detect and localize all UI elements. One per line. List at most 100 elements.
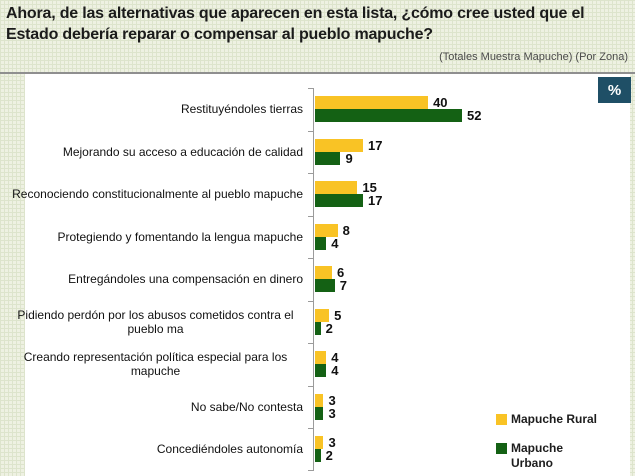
chart-row: Reconociendo constitucionalmente al pueb… xyxy=(8,173,630,216)
bar-rural xyxy=(315,436,324,450)
bar-line-rural: 4 xyxy=(315,350,339,366)
category-label: Pidiendo perdón por los abusos cometidos… xyxy=(17,307,294,336)
bar-urbano xyxy=(315,109,462,123)
value-label-urbano: 2 xyxy=(325,320,333,336)
value-label-rural: 8 xyxy=(342,222,350,238)
chart-row: Restituyéndoles tierras 40 52 xyxy=(8,88,630,131)
bar-line-rural: 3 xyxy=(315,435,336,451)
category-label-cell: Creando representación política especial… xyxy=(8,350,313,378)
chart-row: Entregándoles una compensación en dinero… xyxy=(8,258,630,301)
bar-rural xyxy=(315,266,332,280)
axis-tick xyxy=(308,130,313,132)
bar-group: 15 17 xyxy=(313,181,383,209)
bar-rural xyxy=(315,308,330,322)
value-label-urbano: 4 xyxy=(331,363,339,379)
category-label-cell: Pidiendo perdón por los abusos cometidos… xyxy=(8,308,313,336)
category-label: Creando representación política especial… xyxy=(23,350,288,379)
bar-urbano xyxy=(315,406,324,420)
chart-row: Mejorando su acceso a educación de calid… xyxy=(8,130,630,174)
legend-swatch xyxy=(496,414,507,425)
bar-line-urbano: 3 xyxy=(315,405,336,421)
category-label: Mejorando su acceso a educación de calid… xyxy=(62,144,303,159)
bar-urbano xyxy=(315,364,327,378)
category-label: Entregándoles una compensación en dinero xyxy=(68,272,303,287)
bar-line-urbano: 7 xyxy=(315,278,348,294)
axis-tick xyxy=(308,88,313,89)
category-axis-line xyxy=(313,88,314,471)
value-label-urbano: 7 xyxy=(339,278,348,294)
bar-rural xyxy=(315,96,429,110)
bar-line-rural: 8 xyxy=(315,222,350,238)
bar-urbano xyxy=(315,194,364,208)
value-label-rural: 3 xyxy=(328,392,336,408)
bar-rural xyxy=(315,181,358,195)
legend-label: Mapuche Urbano xyxy=(511,441,564,470)
value-label-rural: 17 xyxy=(368,137,383,153)
category-label: No sabe/No contesta xyxy=(190,399,303,414)
bar-group: 5 2 xyxy=(313,308,341,336)
bar-line-rural: 6 xyxy=(315,265,347,281)
bar-line-rural: 3 xyxy=(315,392,336,408)
bar-line-urbano: 2 xyxy=(315,448,336,464)
header-divider xyxy=(0,72,635,74)
value-label-urbano: 4 xyxy=(331,235,339,251)
category-label: Restituyéndoles tierras xyxy=(180,102,303,117)
legend-label: Mapuche Rural xyxy=(511,412,598,426)
chart-row: Creando representación política especial… xyxy=(8,343,630,386)
bar-line-rural: 40 xyxy=(315,95,481,111)
bar-rural xyxy=(315,393,324,407)
bar-rural xyxy=(315,351,327,365)
axis-tick xyxy=(308,215,313,217)
axis-end-tick xyxy=(308,470,313,471)
axis-tick xyxy=(308,343,313,344)
bar-urbano xyxy=(315,321,321,335)
category-label-cell: Mejorando su acceso a educación de calid… xyxy=(8,145,313,159)
legend-item: Mapuche Rural xyxy=(496,412,599,427)
legend-swatch xyxy=(496,443,507,454)
value-label-rural: 3 xyxy=(328,435,336,451)
value-label-rural: 40 xyxy=(433,95,448,111)
category-label-cell: Reconociendo constitucionalmente al pueb… xyxy=(8,187,313,201)
bar-line-urbano: 9 xyxy=(315,150,383,166)
percent-badge: % xyxy=(598,77,631,103)
bar-line-urbano: 4 xyxy=(315,235,350,251)
value-label-rural: 4 xyxy=(331,350,339,366)
bar-group: 17 9 xyxy=(313,137,383,166)
axis-tick xyxy=(308,428,313,429)
value-label-urbano: 52 xyxy=(467,108,482,124)
bar-line-urbano: 52 xyxy=(315,108,482,124)
bar-line-rural: 5 xyxy=(315,308,341,322)
category-label: Protegiendo y fomentando la lengua mapuc… xyxy=(57,229,303,244)
bar-line-urbano: 4 xyxy=(315,363,339,379)
value-label-urbano: 2 xyxy=(325,448,333,464)
bar-urbano xyxy=(315,449,321,463)
value-label-urbano: 17 xyxy=(368,193,383,209)
axis-tick xyxy=(308,258,313,259)
bar-group: 3 2 xyxy=(313,435,336,464)
category-label: Concediéndoles autonomía xyxy=(156,442,303,457)
axis-tick xyxy=(308,300,313,302)
bar-line-urbano: 17 xyxy=(315,193,383,209)
bar-line-rural: 15 xyxy=(315,181,383,195)
bar-urbano xyxy=(315,151,341,165)
bar-group: 4 4 xyxy=(313,350,339,379)
chart-row: Protegiendo y fomentando la lengua mapuc… xyxy=(8,215,630,259)
category-label-cell: Concediéndoles autonomía xyxy=(8,442,313,456)
bar-urbano xyxy=(315,236,327,250)
category-label-cell: Restituyéndoles tierras xyxy=(8,102,313,116)
value-label-urbano: 9 xyxy=(345,150,353,166)
category-label-cell: No sabe/No contesta xyxy=(8,400,313,414)
category-label-cell: Protegiendo y fomentando la lengua mapuc… xyxy=(8,230,313,244)
bar-chart: Restituyéndoles tierras 40 52 Mejorando … xyxy=(8,88,630,471)
bar-rural xyxy=(315,138,364,152)
bar-rural xyxy=(315,223,338,237)
value-label-rural: 6 xyxy=(336,265,345,281)
bar-line-urbano: 2 xyxy=(315,320,341,336)
category-label: Reconociendo constitucionalmente al pueb… xyxy=(12,187,303,202)
bar-urbano xyxy=(315,279,335,293)
chart-row: No sabe/No contesta 3 3 xyxy=(8,385,630,429)
value-label-urbano: 3 xyxy=(328,405,336,421)
bar-line-rural: 17 xyxy=(315,137,383,153)
legend: Mapuche Rural Mapuche Urbano xyxy=(496,412,599,471)
